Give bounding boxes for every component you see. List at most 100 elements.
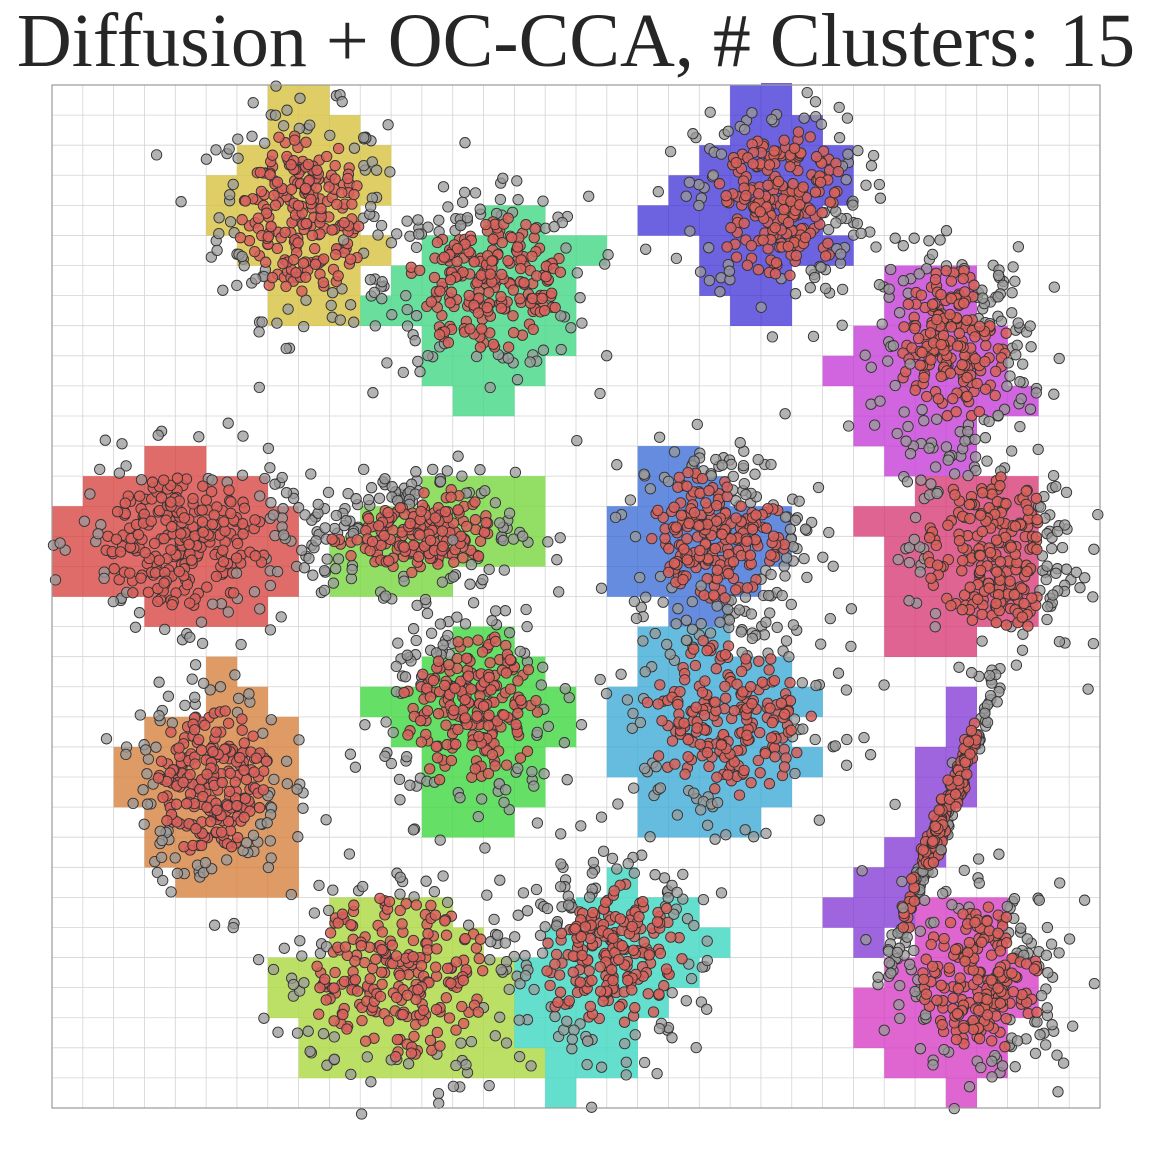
data-point	[530, 694, 542, 707]
data-point-outlier	[620, 1056, 632, 1068]
data-point	[576, 949, 588, 962]
data-point-outlier	[1060, 563, 1073, 575]
data-point-outlier	[281, 778, 293, 790]
data-point-outlier	[737, 459, 750, 472]
cluster-cell	[822, 897, 854, 928]
data-point	[690, 701, 702, 713]
data-point-outlier	[748, 831, 760, 843]
data-point-outlier	[851, 217, 863, 230]
data-point-outlier	[962, 469, 974, 482]
data-point	[450, 1024, 462, 1036]
data-point-outlier	[799, 523, 812, 535]
data-point-outlier	[116, 438, 128, 450]
data-point	[728, 705, 741, 717]
data-point-outlier	[813, 814, 825, 826]
data-point-outlier	[823, 526, 835, 539]
data-point	[124, 567, 136, 579]
data-point	[945, 599, 957, 612]
data-point	[410, 899, 422, 911]
data-point	[452, 504, 464, 516]
data-point	[805, 710, 817, 722]
data-point-outlier	[979, 432, 992, 444]
data-point	[999, 1041, 1011, 1053]
data-point-outlier	[401, 751, 413, 763]
data-point	[422, 928, 434, 940]
data-point-outlier	[189, 691, 201, 703]
data-point	[210, 570, 223, 583]
data-point	[715, 739, 727, 751]
data-point-outlier	[1033, 894, 1045, 906]
data-point	[746, 697, 758, 710]
data-point-outlier	[358, 463, 370, 476]
data-point-outlier	[391, 228, 403, 240]
data-point	[675, 509, 688, 521]
data-point-outlier	[135, 474, 148, 486]
data-point-outlier	[327, 577, 340, 589]
data-point	[201, 581, 213, 593]
data-point-outlier	[1035, 989, 1048, 1002]
data-point-outlier	[380, 590, 392, 602]
data-point	[646, 532, 658, 545]
data-point	[909, 384, 921, 396]
data-point-outlier	[517, 887, 530, 899]
data-point-outlier	[1048, 281, 1060, 293]
data-point	[816, 207, 828, 219]
data-point-outlier	[981, 455, 993, 467]
data-point	[171, 472, 184, 484]
data-point	[942, 774, 954, 786]
data-point-outlier	[704, 106, 716, 118]
data-point-outlier	[671, 809, 684, 821]
data-point-outlier	[789, 514, 802, 526]
data-point	[1008, 588, 1020, 601]
data-point-outlier	[683, 176, 696, 189]
data-point-outlier	[267, 509, 280, 521]
data-point-outlier	[270, 80, 282, 92]
data-point	[914, 359, 926, 371]
data-point-outlier	[903, 556, 916, 569]
data-point-outlier	[1053, 947, 1065, 959]
data-point	[918, 973, 930, 986]
data-point	[969, 331, 981, 343]
data-point	[495, 302, 507, 314]
data-point-outlier	[649, 869, 661, 881]
data-point-outlier	[308, 907, 321, 919]
data-point	[195, 744, 208, 756]
data-point-outlier	[236, 469, 249, 481]
data-point-outlier	[763, 589, 775, 602]
data-point	[473, 952, 485, 965]
data-point-outlier	[302, 1025, 314, 1037]
data-point-outlier	[252, 953, 265, 966]
data-point-outlier	[362, 494, 375, 506]
data-point-outlier	[852, 144, 864, 157]
data-point	[772, 175, 785, 188]
data-point	[768, 145, 780, 157]
cluster-cell	[360, 686, 392, 718]
data-point-outlier	[801, 571, 813, 584]
data-point-outlier	[738, 477, 750, 490]
data-point	[227, 587, 240, 599]
data-point	[223, 785, 236, 798]
data-point-outlier	[901, 476, 914, 488]
data-point-outlier	[942, 454, 954, 466]
data-point-outlier	[512, 909, 524, 921]
data-point	[483, 671, 495, 684]
data-point	[111, 506, 124, 518]
data-point	[500, 667, 512, 679]
data-point	[956, 359, 968, 371]
data-point	[575, 931, 587, 943]
data-point-outlier	[1011, 1035, 1024, 1047]
data-point-outlier	[995, 315, 1008, 327]
data-point-outlier	[267, 963, 280, 976]
data-point-outlier	[914, 1043, 927, 1055]
data-point	[741, 729, 753, 741]
data-point	[338, 217, 350, 229]
data-point-outlier	[860, 179, 872, 191]
data-point-outlier	[277, 120, 290, 132]
data-point-outlier	[541, 902, 554, 915]
data-point	[482, 720, 494, 732]
data-point-outlier	[484, 954, 496, 966]
data-point-outlier	[1052, 1086, 1064, 1098]
data-point	[741, 582, 753, 594]
data-point-outlier	[213, 212, 225, 224]
data-point-outlier	[509, 931, 521, 943]
